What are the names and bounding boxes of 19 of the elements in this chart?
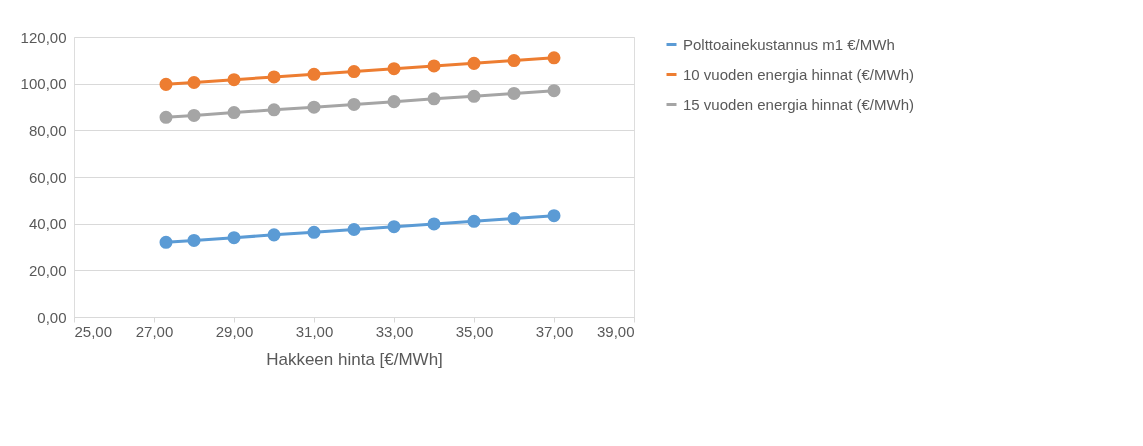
legend-label: 10 vuoden energia hinnat (€/MWh) bbox=[683, 65, 914, 83]
x-axis-title: Hakkeen hinta [€/MWh] bbox=[266, 349, 443, 369]
y-tick-label: 100,00 bbox=[20, 75, 67, 93]
x-tick-label: 33,00 bbox=[375, 322, 414, 340]
x-tick-label: 27,00 bbox=[135, 322, 174, 340]
x-tick-label: 31,00 bbox=[295, 322, 334, 340]
x-tick-label: 37,00 bbox=[535, 322, 574, 340]
y-tick-label: 60,00 bbox=[28, 168, 67, 186]
x-tick-label: 39,00 bbox=[596, 322, 635, 340]
x-tick-label: 29,00 bbox=[215, 322, 254, 340]
y-tick-label: 80,00 bbox=[28, 121, 67, 139]
y-tick-label: 20,00 bbox=[28, 261, 67, 279]
y-tick-label: 0,00 bbox=[37, 308, 67, 326]
y-tick-label: 40,00 bbox=[28, 215, 67, 233]
legend-label: Polttoainekustannus m1 €/MWh bbox=[683, 35, 895, 53]
legend-label: 15 vuoden energia hinnat (€/MWh) bbox=[683, 95, 914, 113]
y-tick-label: 120,00 bbox=[20, 28, 67, 46]
x-tick-label: 25,00 bbox=[74, 322, 113, 340]
x-tick-label: 35,00 bbox=[455, 322, 494, 340]
